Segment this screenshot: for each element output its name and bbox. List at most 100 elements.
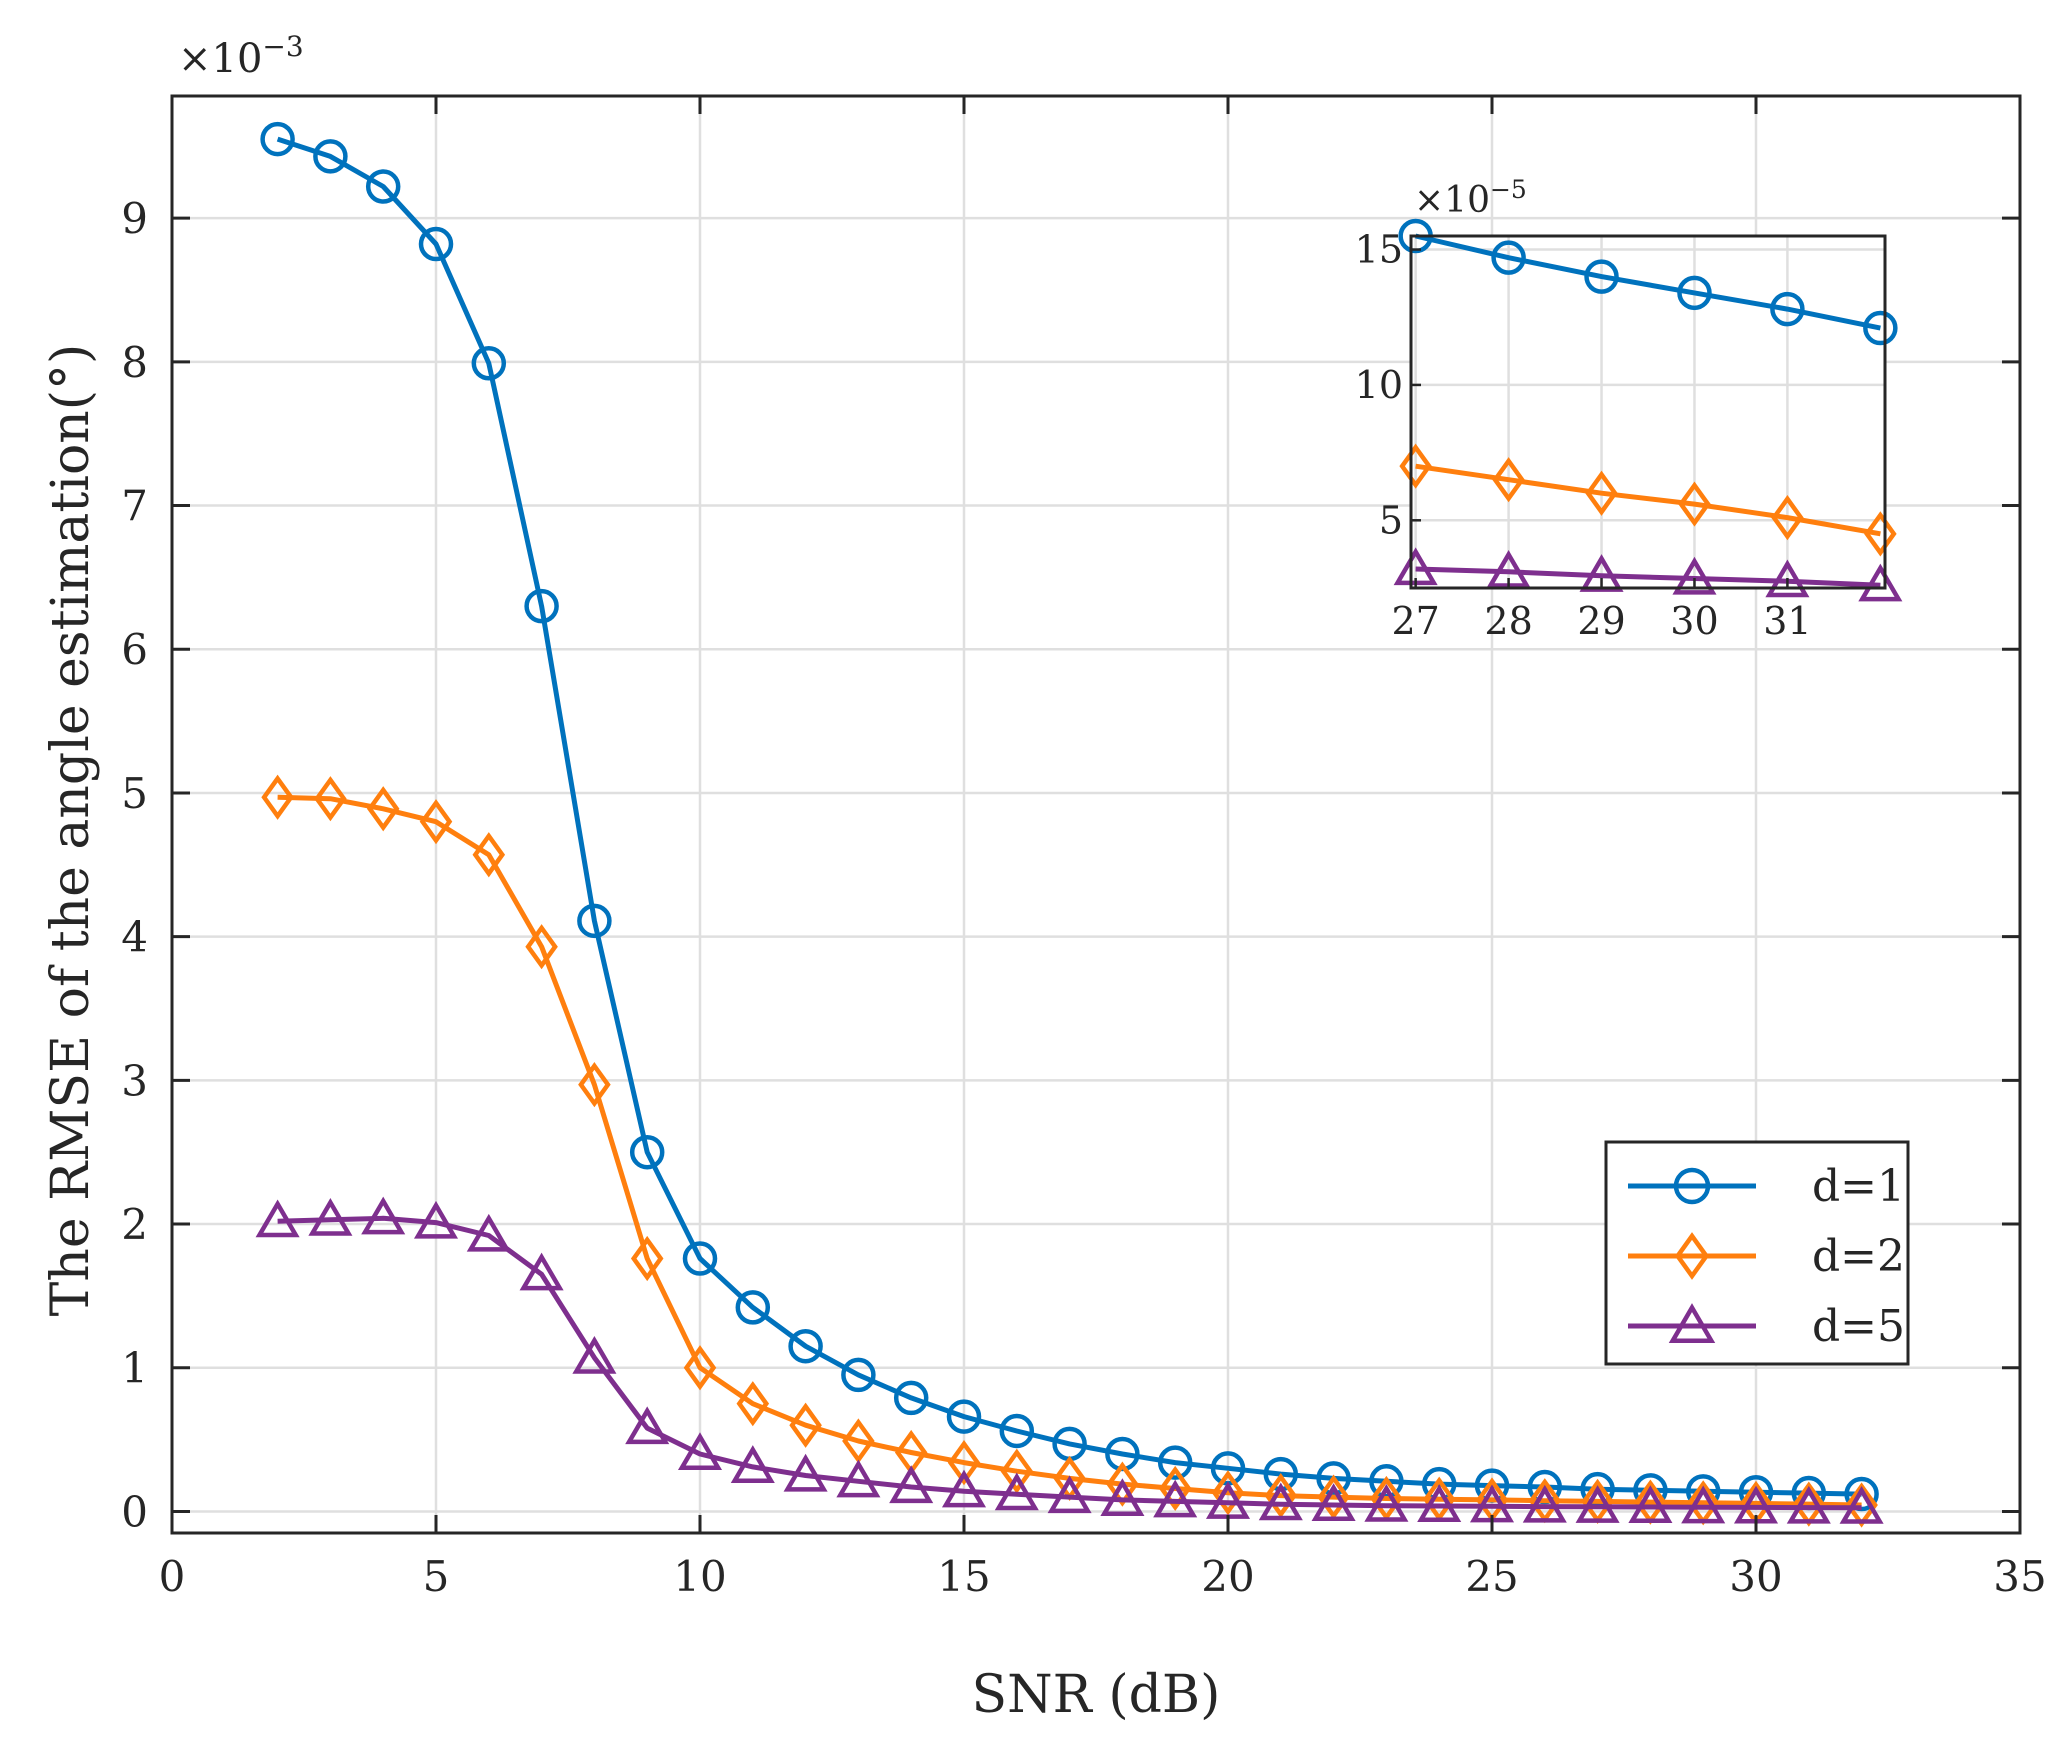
- y-tick-label: 4: [121, 913, 148, 962]
- data-point: [1844, 1476, 1879, 1512]
- data-point: [735, 1290, 771, 1325]
- data-point: [519, 1252, 564, 1291]
- legend-label: d=1: [1812, 1161, 1905, 1212]
- y-tick-label: 9: [121, 194, 148, 243]
- main-series: [255, 121, 1884, 1528]
- data-point: [783, 1453, 828, 1492]
- x-tick-label: 15: [937, 1552, 990, 1601]
- data-point: [1100, 1478, 1145, 1516]
- y-tick-label: 6: [121, 625, 148, 674]
- y-tick-label: 5: [121, 769, 148, 818]
- inset-background: [1411, 236, 1885, 588]
- x-tick-label: 0: [159, 1552, 186, 1601]
- inset-data-point: [1765, 559, 1810, 598]
- data-point: [630, 1235, 664, 1282]
- data-point: [999, 1413, 1035, 1449]
- data-point: [893, 1380, 929, 1416]
- data-point: [1580, 1471, 1615, 1507]
- legend-item: d=5: [1628, 1301, 1905, 1352]
- data-point: [1264, 1473, 1298, 1519]
- data-point: [314, 776, 347, 822]
- x-axis-label: SNR (dB): [972, 1665, 1221, 1725]
- data-point: [730, 1445, 775, 1483]
- x-tick-label: 25: [1465, 1552, 1518, 1601]
- data-point: [260, 121, 295, 157]
- data-point: [471, 346, 507, 381]
- data-point: [994, 1472, 1039, 1511]
- data-point: [789, 1402, 822, 1448]
- inset-data-point: [1677, 275, 1712, 311]
- main-ticks: 0 5 10 15 20 25 30 35 0 1 2 3 4 5 6 7 8 9: [121, 96, 2047, 1601]
- data-point: [525, 924, 558, 970]
- inset-data-point: [1672, 556, 1717, 595]
- inset-data-point: [1678, 481, 1711, 527]
- inset-data-point: [1770, 291, 1805, 327]
- data-point: [524, 588, 559, 624]
- legend-marker: [1668, 1303, 1716, 1343]
- data-point: [1157, 1445, 1193, 1480]
- data-point: [677, 1432, 723, 1471]
- y-tick-label: 1: [121, 1344, 148, 1393]
- inset-series-d=2: [1399, 443, 1897, 557]
- x-tick-label: 10: [673, 1552, 726, 1601]
- inset-data-point: [1584, 259, 1619, 294]
- inset-x-tick-label: 29: [1577, 599, 1625, 643]
- data-point: [1417, 1484, 1462, 1523]
- data-point: [418, 226, 454, 262]
- y-exponent-label: ×10−3: [178, 30, 304, 82]
- data-point: [1000, 1448, 1034, 1494]
- data-point: [1522, 1484, 1567, 1523]
- data-point: [683, 1345, 717, 1391]
- data-point: [472, 832, 506, 878]
- data-point: [261, 774, 294, 820]
- inset-x-tick-label: 28: [1484, 599, 1532, 643]
- data-point: [255, 1199, 300, 1238]
- data-point: [736, 1381, 770, 1427]
- inset-y-exponent-label: ×10−5: [1414, 175, 1527, 221]
- data-point: [1047, 1475, 1092, 1514]
- data-point: [947, 1439, 981, 1486]
- series-d=5: [255, 1196, 1884, 1524]
- data-point: [841, 1357, 876, 1393]
- data-point: [419, 799, 453, 845]
- legend-marker: [1674, 1232, 1710, 1280]
- data-point: [1575, 1485, 1620, 1523]
- data-point: [577, 903, 612, 939]
- legend-marker: [1673, 1167, 1711, 1205]
- main-axes-frame: [170, 94, 2022, 1535]
- y-tick-label: 7: [121, 482, 148, 531]
- inset-data-point: [1579, 554, 1624, 592]
- y-tick-label: 2: [121, 1200, 148, 1249]
- inset-series: [1393, 218, 1903, 602]
- inset-y-tick-label: 10: [1355, 363, 1403, 407]
- y-tick-label: 8: [121, 338, 148, 387]
- legend-label: d=5: [1812, 1301, 1905, 1352]
- data-point: [1153, 1479, 1198, 1518]
- x-tick-label: 30: [1729, 1552, 1782, 1601]
- data-point: [308, 1198, 353, 1236]
- data-point: [366, 786, 400, 832]
- inset-data-point: [1863, 310, 1898, 346]
- inset-y-tick-label: 5: [1379, 498, 1403, 542]
- inset-x-tick-label: 31: [1763, 599, 1811, 643]
- inset-data-point: [1864, 511, 1897, 557]
- y-tick-label: 0: [121, 1487, 148, 1536]
- data-point: [1311, 1483, 1356, 1522]
- inset-series-line: [1415, 566, 1881, 588]
- legend-label: d=2: [1812, 1231, 1905, 1282]
- data-point: [682, 1241, 718, 1276]
- series-line: [277, 1215, 1862, 1511]
- inset-data-point: [1399, 443, 1432, 489]
- inset-series-line: [1415, 463, 1881, 537]
- inset-data-point: [1585, 470, 1618, 516]
- inset-data-point: [1492, 457, 1525, 503]
- data-point: [1839, 1485, 1884, 1524]
- data-point: [946, 1399, 982, 1434]
- data-point: [1681, 1485, 1726, 1524]
- inset-data-point: [1491, 240, 1526, 275]
- data-point: [1628, 1485, 1673, 1524]
- data-point: [466, 1213, 511, 1252]
- data-point: [1158, 1465, 1192, 1512]
- legend: d=1 d=2 d=5: [1604, 1140, 1910, 1366]
- data-point: [1106, 1461, 1139, 1507]
